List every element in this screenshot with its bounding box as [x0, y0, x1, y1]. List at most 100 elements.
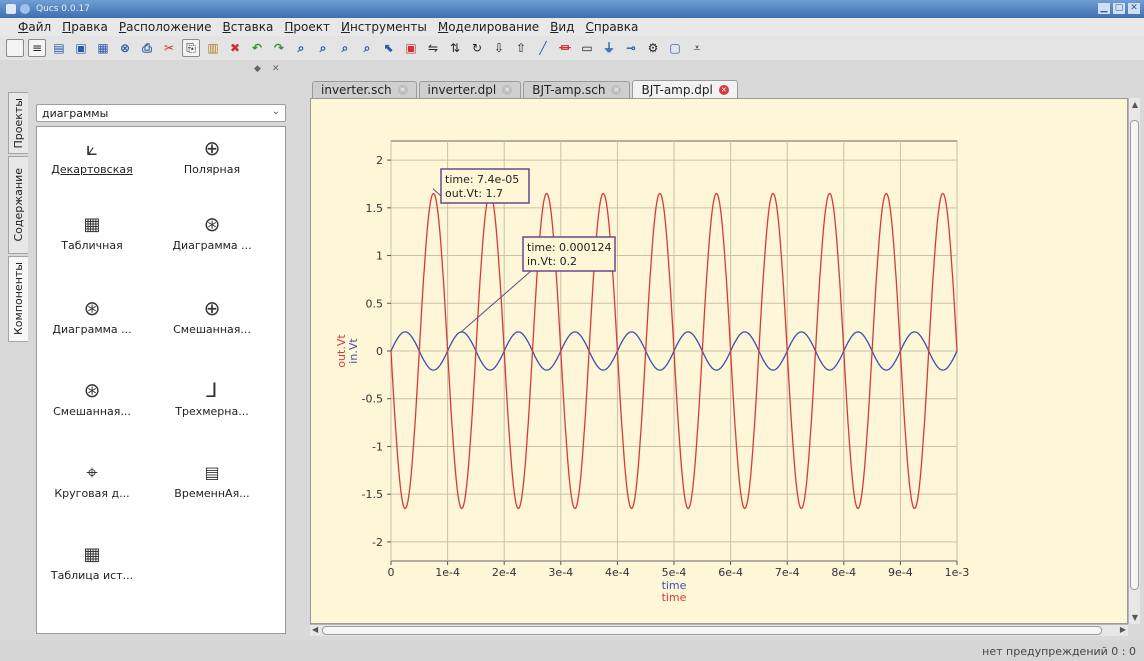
menu-tools[interactable]: Инструменты	[340, 20, 427, 34]
mixed-smith-polar-icon: ⊛	[83, 378, 101, 402]
vertical-scrollbar[interactable]: ▲ ▼	[1128, 98, 1140, 624]
component-timing-diagram[interactable]: ▤ ВременнАя...	[157, 459, 267, 501]
close-tab-icon[interactable]: ✕	[718, 84, 729, 95]
menu-project[interactable]: Проект	[284, 20, 330, 34]
component-locus-curve[interactable]: ⌖ Круговая д...	[37, 459, 147, 500]
marker-box[interactable]	[522, 236, 616, 272]
menu-insert[interactable]: Вставка	[222, 20, 274, 34]
menu-view[interactable]: Вид	[550, 20, 575, 34]
diagram-canvas[interactable]: 0 1e-4 2e-4 3e-4 4e-4 5e-4 6e-4 7e-4 8e-4 9e-4 1e-…	[310, 98, 1128, 624]
mixed-polar-smith-icon: ⊕	[203, 296, 221, 320]
left-dock: ◆ ✕ Проекты Содержание Компоненты диагра…	[6, 62, 302, 650]
component-polar[interactable]: ⊕ Полярная	[157, 135, 267, 176]
port-icon[interactable]: ⊸	[625, 41, 637, 55]
close-tab-icon[interactable]: ✕	[397, 85, 408, 95]
marker-value-label: out.Vt: 1.7	[445, 187, 503, 200]
x-tick-label: 3e-4	[548, 566, 573, 579]
dock-float-icon[interactable]: ◆	[254, 64, 261, 74]
zoom-fit-icon[interactable]: ⌕	[297, 41, 305, 55]
tab-bjt-amp-dpl[interactable]: BJT-amp.dpl ✕	[632, 80, 738, 98]
equation-icon[interactable]: ▭	[581, 41, 593, 55]
dock-close-icon[interactable]: ✕	[272, 64, 280, 74]
marker-icon[interactable]: ⩡	[693, 41, 701, 55]
edit-activate-icon[interactable]: ▣	[405, 41, 417, 55]
tab-bjt-amp-sch[interactable]: BJT-amp.sch ✕	[523, 81, 631, 98]
x-tick-label: 1e-4	[435, 566, 460, 579]
vertical-scroll-thumb[interactable]	[1130, 120, 1139, 590]
zoom-region-icon[interactable]: ⌕	[319, 41, 327, 55]
3d-cartesian-icon: ⅃	[206, 378, 218, 402]
y-axis-label-out: out.Vt	[335, 334, 348, 368]
maximize-icon[interactable]: ▢	[1113, 3, 1125, 14]
locus-curve-icon: ⌖	[86, 460, 98, 484]
menu-file[interactable]: Файл	[18, 20, 52, 34]
cut-icon[interactable]: ✂	[163, 41, 175, 55]
x-tick-label: 8e-4	[831, 566, 856, 579]
component-category-select[interactable]: диаграммы ⌄	[36, 104, 286, 122]
mirror-x-icon[interactable]: ⇋	[427, 41, 439, 55]
tab-projects[interactable]: Проекты	[8, 92, 28, 154]
save-all-icon[interactable]: ▦	[97, 41, 109, 55]
scroll-right-icon[interactable]: ▶	[1119, 625, 1126, 634]
component-3d-cartesian[interactable]: ⅃ Трехмерна...	[157, 377, 267, 418]
print-icon[interactable]: ⎙	[142, 41, 152, 55]
undo-icon[interactable]: ↶	[251, 41, 263, 55]
horizontal-scroll-thumb[interactable]	[322, 626, 1102, 635]
mirror-y-icon[interactable]: ⇅	[449, 41, 461, 55]
go-into-icon[interactable]: ⇩	[493, 41, 505, 55]
x-tick-label: 6e-4	[718, 566, 743, 579]
y-tick-label: -2	[372, 536, 383, 549]
cartesian-diagram[interactable]: 0 1e-4 2e-4 3e-4 4e-4 5e-4 6e-4 7e-4 8e-4 9e-4 1e-…	[311, 99, 1129, 625]
redo-icon[interactable]: ↷	[273, 41, 285, 55]
menu-edit[interactable]: Правка	[62, 20, 108, 34]
scroll-up-icon[interactable]: ▲	[1131, 100, 1139, 109]
tab-inverter-dpl[interactable]: inverter.dpl ✕	[418, 81, 522, 98]
zoom-in-icon[interactable]: ⌕	[341, 41, 349, 55]
open-icon[interactable]: ▤	[53, 41, 65, 55]
save-icon[interactable]: ▣	[75, 41, 87, 55]
zoom-out-icon[interactable]: ⌕	[363, 41, 371, 55]
menu-simulation[interactable]: Моделирование	[437, 20, 540, 34]
tab-components[interactable]: Компоненты	[8, 256, 28, 342]
component-mixed-smith-polar[interactable]: ⊛ Смешанная...	[37, 377, 147, 418]
component-mixed-polar-smith[interactable]: ⊕ Смешанная...	[157, 295, 267, 336]
close-tab-icon[interactable]: ✕	[611, 85, 622, 95]
x-axis-label-out: time	[662, 591, 687, 604]
wire-icon[interactable]: ╱	[539, 41, 547, 55]
dock-vertical-tabs: Проекты Содержание Компоненты	[8, 92, 30, 344]
delete-icon[interactable]: ✖	[229, 41, 241, 55]
y-tick-label: 1.5	[366, 202, 384, 215]
close-tab-icon[interactable]: ✕	[502, 85, 513, 95]
new-text-icon[interactable]: ≡	[28, 39, 46, 57]
y-tick-label: 2	[376, 154, 383, 167]
close-window-icon[interactable]: ✕	[1128, 3, 1140, 14]
marker-box[interactable]	[440, 168, 530, 204]
tabular-icon: ▦	[83, 213, 101, 235]
new-doc-icon[interactable]	[6, 39, 24, 57]
scroll-left-icon[interactable]: ◀	[312, 625, 319, 634]
component-truth-table[interactable]: ▦ Таблица ист...	[37, 541, 147, 583]
component-admittance-chart[interactable]: ⊛ Диаграмма ...	[37, 295, 147, 336]
close-doc-icon[interactable]: ⊗	[119, 41, 131, 55]
pop-out-icon[interactable]: ⇧	[515, 41, 527, 55]
wire-label-icon[interactable]: ⏛	[558, 41, 571, 55]
simulate-icon[interactable]: ⚙	[647, 41, 659, 55]
rotate-icon[interactable]: ↻	[471, 41, 483, 55]
tab-contents[interactable]: Содержание	[8, 156, 28, 254]
paste-icon[interactable]: ▥	[207, 41, 219, 55]
minimize-icon[interactable]: ▁	[1098, 3, 1110, 14]
horizontal-scrollbar[interactable]: ◀ ▶	[310, 624, 1128, 636]
component-smith-chart[interactable]: ⊛ Диаграмма ...	[157, 211, 267, 252]
component-tabular[interactable]: ▦ Табличная	[37, 211, 147, 253]
chevron-down-icon: ⌄	[271, 106, 280, 117]
ground-icon[interactable]: ⏚	[602, 41, 615, 55]
component-cartesian[interactable]: ⟀ Декартовская	[37, 135, 147, 176]
copy-icon[interactable]: ⎘	[182, 39, 200, 57]
scroll-down-icon[interactable]: ▼	[1131, 613, 1139, 622]
select-icon[interactable]: ⬉	[383, 41, 395, 55]
app-logo-icon	[20, 4, 30, 14]
dpl-icon[interactable]: ▢	[669, 41, 681, 55]
menu-help[interactable]: Справка	[585, 20, 639, 34]
tab-inverter-sch[interactable]: inverter.sch ✕	[312, 81, 417, 98]
menu-positioning[interactable]: Расположение	[118, 20, 212, 34]
